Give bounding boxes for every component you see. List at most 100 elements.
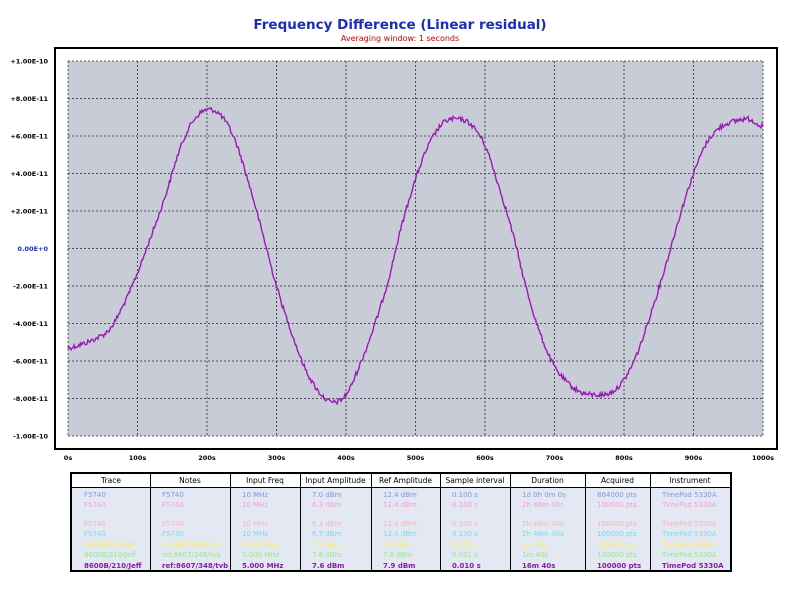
legend-cell: 5.000 MHz: [242, 541, 280, 549]
legend-column-separator: [150, 474, 151, 570]
legend-cell: F5740: [162, 520, 184, 528]
legend-cell: 100000 pts: [597, 551, 637, 559]
legend-cell: F5740: [84, 501, 106, 509]
legend-cell: TimePod 5330A: [662, 491, 717, 499]
legend-cell: 6.3 dBm: [312, 520, 342, 528]
legend-header-cell: Trace: [72, 474, 150, 488]
y-tick-label: -6.00E-11: [13, 358, 48, 366]
x-tick-label: 500s: [407, 454, 425, 462]
legend-header-cell: Ref Amplitude: [371, 474, 440, 488]
legend-cell: 100000 pts: [597, 530, 637, 538]
legend-header-cell: Instrument: [650, 474, 730, 488]
plot-area: +1.00E-10 +8.00E-11 +6.00E-11 +4.00E-11 +2.0…: [10, 47, 778, 462]
legend-cell: 5.000 MHz: [242, 562, 284, 570]
legend-cell: ref:8607/348/tvb: [162, 562, 229, 570]
legend-cell: TimePod 5330A: [662, 520, 717, 528]
legend-cell: 5.000 MHz: [242, 551, 280, 559]
legend-cell: F5740: [162, 501, 184, 509]
legend-cell: 7.6 dBm: [383, 541, 413, 549]
legend-cell: 12.4 dBm: [383, 530, 417, 538]
y-tick-label: +2.00E-11: [10, 208, 48, 216]
series-line-0: [67, 106, 764, 406]
x-tick-label: 100s: [129, 454, 147, 462]
legend-cell: TimePod 5330A: [662, 530, 717, 538]
chart-subtitle: Averaging window: 1 seconds: [340, 34, 460, 43]
legend-cell: 7.9 dBm: [383, 562, 416, 570]
y-tick-label: +1.00E-10: [10, 58, 48, 66]
legend-cell: F5740: [84, 530, 106, 538]
legend-cell: 2h 46m 40s: [522, 501, 564, 509]
legend-cell: 8600B/210/Jeff: [84, 551, 136, 559]
legend-cell: 12.4 dBm: [383, 491, 417, 499]
legend-cell: 2h 46m 40s: [522, 530, 564, 538]
legend-cell: 1m 40s: [522, 551, 549, 559]
legend-table: F5740 F5740 10 MHz 7.0 dBm 12.4 dBm 0.100 s 1d…: [70, 472, 732, 572]
legend-cell: TimePod 5330A: [662, 501, 717, 509]
y-tick-label: -4.00E-11: [13, 320, 48, 328]
x-tick-label: 800s: [615, 454, 633, 462]
legend-column-separator: [230, 474, 231, 570]
legend-cell: F5740: [84, 520, 106, 528]
x-tick-label: 600s: [476, 454, 494, 462]
legend-cell: TimePod 5330A: [662, 551, 717, 559]
legend-cell: 1m 40s: [522, 541, 549, 549]
legend-header-cell: Input Freq: [230, 474, 300, 488]
legend-column-separator: [440, 474, 441, 570]
y-tick-label: +4.00E-11: [10, 170, 48, 178]
legend-cell: 100000 pts: [597, 541, 637, 549]
legend-column-separator: [300, 474, 301, 570]
legend-cell: 0.100 s: [452, 501, 478, 509]
legend-cell: 7.0 dBm: [312, 491, 342, 499]
legend-cell: TimePod 5330A: [662, 541, 717, 549]
chart-title: Frequency Difference (Linear residual): [253, 17, 547, 33]
legend-cell: 0.001 s: [452, 551, 478, 559]
y-tick-label: -1.00E-10: [13, 433, 48, 441]
legend-column-separator: [585, 474, 586, 570]
legend-column-separator: [650, 474, 651, 570]
legend-body: F5740 F5740 10 MHz 7.0 dBm 12.4 dBm 0.100 s 1d…: [72, 488, 730, 570]
legend-cell: 7.6 dBm: [312, 551, 342, 559]
legend-cell: 10 MHz: [242, 530, 269, 538]
legend-cell: 10 MHz: [242, 501, 269, 509]
legend-cell: F5740: [84, 491, 106, 499]
x-tick-label: 200s: [198, 454, 216, 462]
x-tick-label: 0s: [64, 454, 73, 462]
legend-column-separator: [371, 474, 372, 570]
legend-header-cell: Notes: [150, 474, 230, 488]
legend-cell: 100000 pts: [597, 562, 642, 570]
legend-cell: 1d 0h 0m 0s: [522, 491, 566, 499]
y-tick-label: 0.00E+0: [18, 245, 49, 253]
legend-cell: 7.6 dBm: [383, 551, 413, 559]
legend-cell: 2h 46m 40s: [522, 520, 564, 528]
legend-cell: 864000 pts: [597, 491, 637, 499]
legend-cell: TimePod 5330A: [662, 562, 724, 570]
x-tick-label: 900s: [685, 454, 703, 462]
legend-cell: 0.010 s: [452, 562, 481, 570]
legend-cell: F5740: [162, 530, 184, 538]
x-tick-label: 300s: [268, 454, 286, 462]
legend-header-cell: Sample interval: [440, 474, 510, 488]
legend-cell: 7.5 dBm: [312, 541, 342, 549]
legend-header-cell: Acquired: [585, 474, 650, 488]
legend-cell: ref:8607/348/tvb: [162, 551, 221, 559]
legend-cell: F5740: [162, 491, 184, 499]
x-tick-label: 400s: [337, 454, 355, 462]
y-tick-label: +6.00E-11: [10, 133, 48, 141]
legend-cell: 6.7 dBm: [312, 530, 342, 538]
legend-cell: ref:8607/348/tvb: [162, 541, 221, 549]
y-tick-label: -8.00E-11: [13, 395, 48, 403]
legend-column-separator: [510, 474, 511, 570]
legend-cell: 12.4 dBm: [383, 520, 417, 528]
legend-cell: 10 MHz: [242, 520, 269, 528]
legend-cell: 100000 pts: [597, 501, 637, 509]
legend-cell: 12.4 dBm: [383, 501, 417, 509]
legend-header-cell: Input Amplitude: [300, 474, 371, 488]
legend-cell: 0.100 s: [452, 530, 478, 538]
legend-cell: 8600B/210/Jeff: [84, 541, 136, 549]
y-tick-label: -2.00E-11: [13, 283, 48, 291]
legend-cell: 6.3 dBm: [312, 501, 342, 509]
y-tick-label: +8.00E-11: [10, 95, 48, 103]
legend-cell: 16m 40s: [522, 562, 556, 570]
legend-cell: 0.001 s: [452, 541, 478, 549]
x-tick-label: 700s: [546, 454, 564, 462]
